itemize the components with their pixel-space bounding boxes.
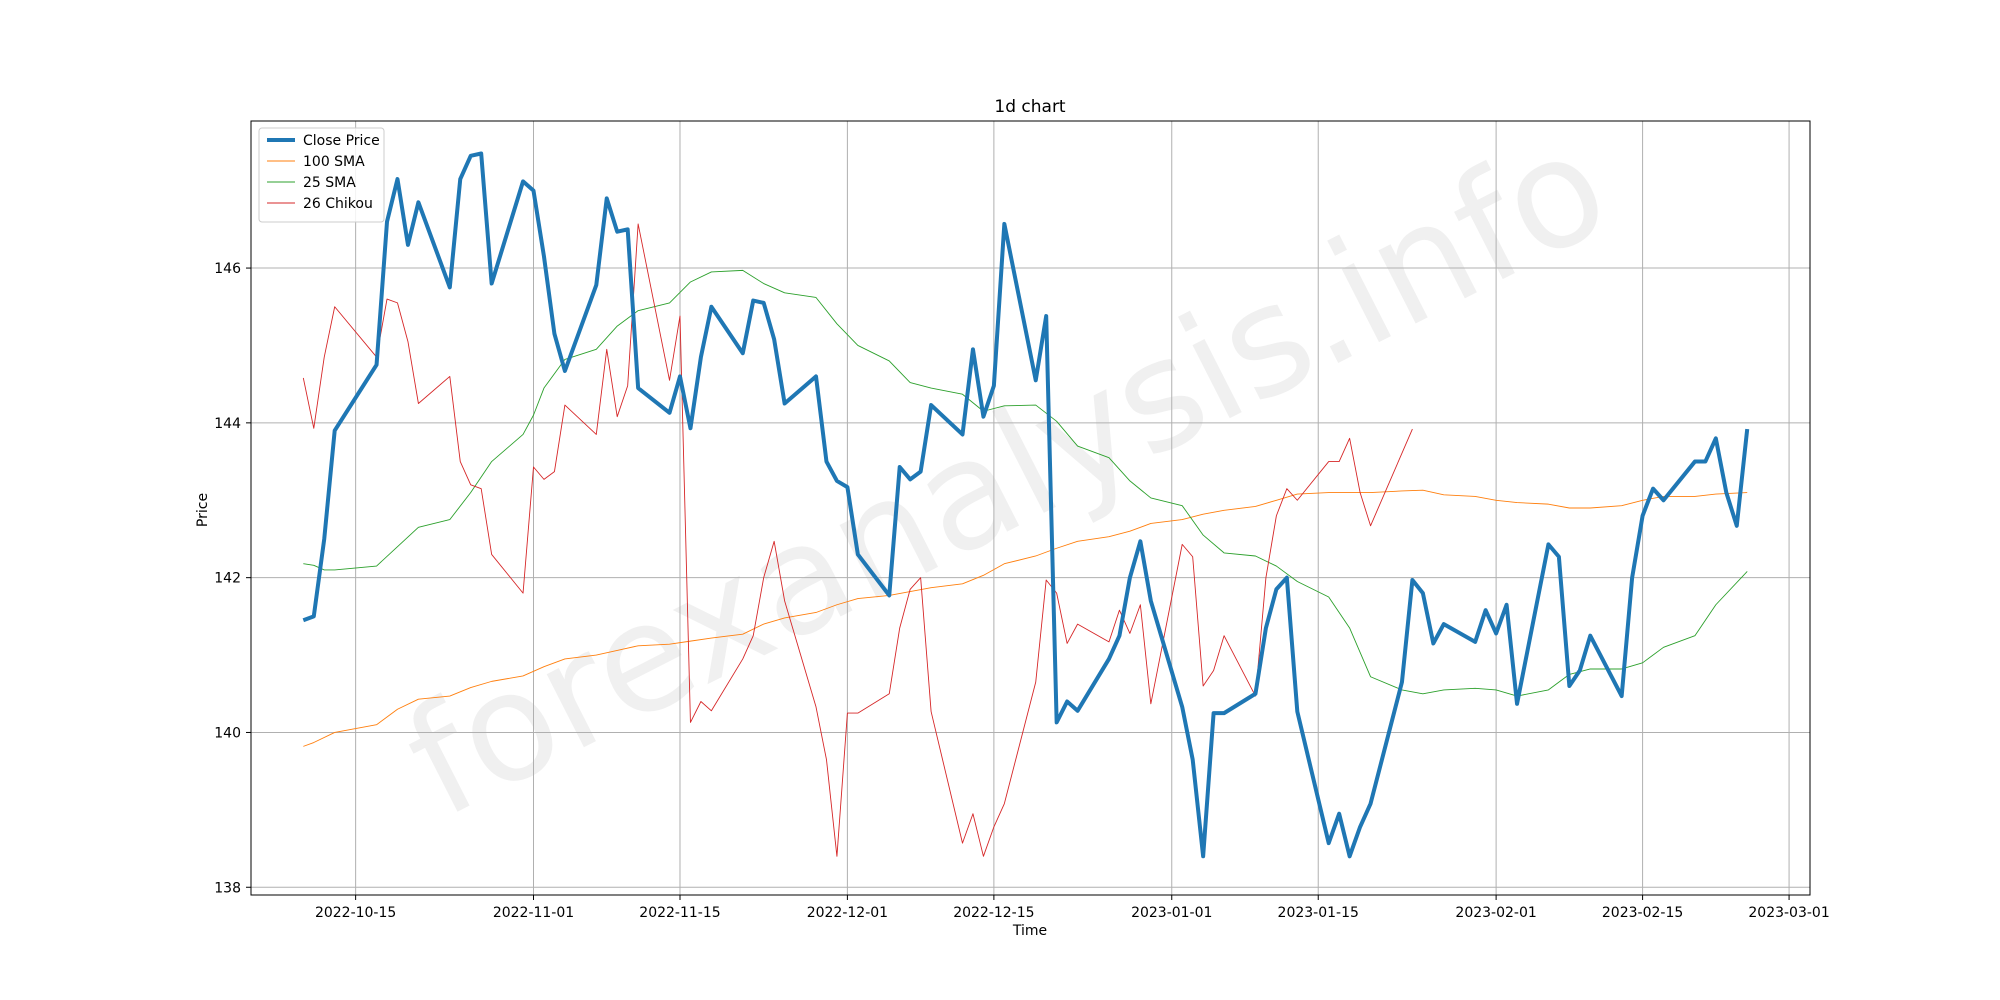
- y-tick-label: 140: [214, 725, 241, 741]
- x-tick-label: 2022-12-15: [953, 905, 1034, 921]
- plot-area-frame: [250, 120, 1811, 896]
- x-tick-label: 2022-11-01: [493, 905, 574, 921]
- series-line-26-chikou: [302, 223, 1413, 857]
- series-line-100-sma: [303, 489, 1748, 747]
- legend-label: 25 SMA: [303, 175, 356, 191]
- legend-label: 100 SMA: [303, 154, 365, 170]
- legend-label: Close Price: [303, 133, 380, 149]
- y-tick-label: 144: [214, 416, 241, 432]
- legend-box: [258, 127, 385, 223]
- series-layer: [302, 151, 1750, 859]
- series-line-25-sma: [303, 269, 1748, 697]
- legend: Close Price 100 SMA 25 SMA 26 Chikou: [258, 127, 385, 223]
- y-axis-title: Price: [195, 493, 211, 527]
- x-tick-label: 2023-01-01: [1131, 905, 1212, 921]
- y-tick-label: 138: [214, 880, 241, 896]
- legend-label: 26 Chikou: [303, 196, 373, 212]
- x-tick-label: 2023-01-15: [1278, 905, 1359, 921]
- x-tick-label: 2022-11-15: [639, 905, 720, 921]
- x-tick-label: 2023-03-01: [1748, 905, 1829, 921]
- x-tick-label: 2022-12-01: [807, 905, 888, 921]
- x-tick-label: 2023-02-01: [1455, 905, 1536, 921]
- y-tick-label: 146: [214, 261, 241, 277]
- series-line-close-price: [302, 151, 1750, 859]
- y-tick-label: 142: [214, 571, 241, 587]
- chart-title: 1d chart: [994, 97, 1066, 117]
- x-tick-label: 2023-02-15: [1602, 905, 1683, 921]
- tick-layer: 2022-10-15 2022-11-01 2022-11-15 2022-12-01…: [214, 261, 1829, 921]
- x-axis-title: Time: [1012, 923, 1047, 939]
- x-tick-label: 2022-10-15: [315, 905, 396, 921]
